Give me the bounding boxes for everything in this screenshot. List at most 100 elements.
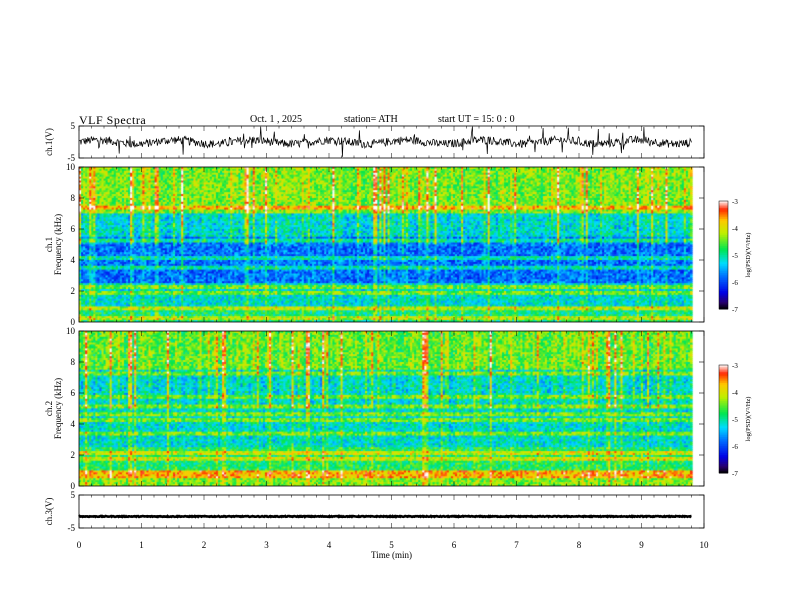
ylabel: ch.3(V) <box>44 498 54 526</box>
ytick-label: 0 <box>71 317 76 327</box>
xtick-label: 6 <box>452 540 457 550</box>
colorbar-cell <box>719 469 728 472</box>
colorbar-cell <box>719 406 728 409</box>
colorbar-cell <box>719 301 728 305</box>
colorbar-cell <box>719 251 728 254</box>
colorbar-cell <box>719 417 728 420</box>
ch2-spectrogram <box>79 331 704 486</box>
xtick-label: 5 <box>389 540 394 550</box>
colorbar-cell <box>719 204 728 207</box>
colorbar-cell <box>719 422 728 425</box>
colorbar-tick-label: -6 <box>732 279 738 287</box>
colorbar-tick-label: -5 <box>732 416 738 424</box>
xtick-label: 2 <box>202 540 207 550</box>
colorbar-cell <box>719 451 728 454</box>
colorbar-cell <box>719 455 728 458</box>
colorbar-cell <box>719 401 728 404</box>
colorbar-cell <box>719 458 728 461</box>
colorbar-cell <box>719 386 728 389</box>
colorbar-cell <box>719 238 728 242</box>
ch1-colorbar: -3 -4 -5 -6 -7 log(PSD)(V²/Hz) <box>718 198 752 314</box>
colorbar-cell <box>719 465 728 469</box>
colorbar-cell <box>719 444 728 447</box>
ytick-label: 5 <box>71 121 76 131</box>
colorbar-cell <box>719 201 728 204</box>
colorbar-cell <box>719 213 728 216</box>
colorbar-cell <box>719 294 728 297</box>
xtick-label: 0 <box>77 540 82 550</box>
colorbar-cell <box>719 211 728 215</box>
colorbar-cell <box>719 220 728 224</box>
colorbar-cell <box>719 377 728 380</box>
colorbar-cell <box>719 298 728 301</box>
colorbar-cell <box>719 274 728 278</box>
colorbar-cell <box>719 291 728 294</box>
colorbar-cell <box>719 283 728 287</box>
colorbar-cell <box>719 438 728 442</box>
ytick-label: 4 <box>71 419 76 429</box>
colorbar-cell <box>719 287 728 290</box>
colorbar-cell <box>719 375 728 379</box>
colorbar-cell <box>719 397 728 400</box>
start-ut-label: start UT = 15: 0 : 0 <box>438 114 515 125</box>
colorbar-tick-label: -5 <box>732 252 738 260</box>
colorbar-cell <box>719 280 728 283</box>
colorbar-cell <box>719 237 728 240</box>
colorbar-cell <box>719 247 728 251</box>
xtick-label: 7 <box>514 540 519 550</box>
ytick-label: 0 <box>71 481 76 491</box>
colorbar-cell <box>719 372 728 375</box>
colorbar-cell <box>719 464 728 467</box>
colorbar-cell <box>719 242 728 245</box>
colorbar-cell <box>719 233 728 236</box>
ytick-label: 2 <box>71 450 76 460</box>
colorbar-cell <box>719 447 728 451</box>
ytick-label: -5 <box>68 523 76 533</box>
colorbar-label: log(PSD)(V²/Hz) <box>745 397 752 442</box>
ytick-label: 6 <box>71 388 76 398</box>
ytick-label: 4 <box>71 255 76 265</box>
colorbar-cell <box>719 246 728 249</box>
ch1-waveform <box>78 126 692 157</box>
colorbar-cell <box>719 255 728 258</box>
colorbar-tick-label: -3 <box>732 198 738 206</box>
colorbar-cell <box>719 456 728 460</box>
colorbar-cell <box>719 300 728 303</box>
colorbar-cell <box>719 267 728 270</box>
xtick-label: 9 <box>639 540 644 550</box>
colorbar-cell <box>719 303 728 306</box>
colorbar-cell <box>719 410 728 413</box>
xtick-label: 4 <box>327 540 332 550</box>
colorbar-cell <box>719 449 728 452</box>
xtick-label: 8 <box>577 540 582 550</box>
colorbar-cell <box>719 426 728 429</box>
colorbar-cell <box>719 383 728 386</box>
colorbar-cell <box>719 262 728 265</box>
colorbar-cell <box>719 446 728 449</box>
colorbar-tick-label: -7 <box>732 306 738 314</box>
colorbar-cell <box>719 226 728 229</box>
colorbar-cell <box>719 202 728 206</box>
colorbar-frame <box>718 364 729 474</box>
xtick-label: 1 <box>139 540 144 550</box>
colorbar-cell <box>719 404 728 407</box>
ylabel: Frequency (kHz) <box>53 378 63 439</box>
colorbar-cell <box>719 460 728 463</box>
colorbar-cell <box>719 390 728 393</box>
ylabel: ch.1 <box>44 237 54 252</box>
colorbar-tick-label: -3 <box>732 362 738 370</box>
colorbar-cell <box>719 256 728 260</box>
ytick-label: 6 <box>71 224 76 234</box>
colorbar-cell <box>719 384 728 388</box>
colorbar-cell <box>719 395 728 398</box>
colorbar-cell <box>719 210 728 213</box>
colorbar-cell <box>719 370 728 373</box>
colorbar-cell <box>719 431 728 434</box>
colorbar-cell <box>719 381 728 384</box>
ytick-label: -5 <box>68 153 76 163</box>
xtick-label: 10 <box>700 540 710 550</box>
colorbar-cell <box>719 408 728 411</box>
colorbar-cell <box>719 264 728 267</box>
colorbar-cell <box>719 419 728 422</box>
colorbar-cell <box>719 228 728 231</box>
